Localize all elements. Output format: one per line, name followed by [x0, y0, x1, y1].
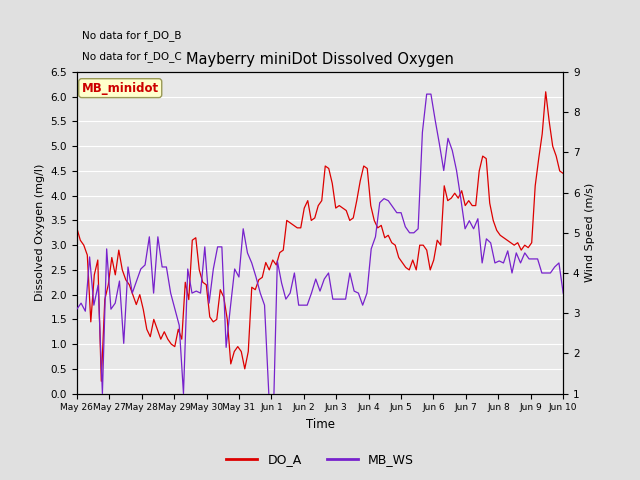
Text: No data for f_DO_B: No data for f_DO_B: [82, 30, 181, 41]
Text: No data for f_DO_C: No data for f_DO_C: [82, 51, 181, 62]
X-axis label: Time: Time: [305, 418, 335, 431]
Title: Mayberry miniDot Dissolved Oxygen: Mayberry miniDot Dissolved Oxygen: [186, 52, 454, 67]
Y-axis label: Dissolved Oxygen (mg/l): Dissolved Oxygen (mg/l): [35, 164, 45, 301]
Legend: DO_A, MB_WS: DO_A, MB_WS: [221, 448, 419, 471]
Text: MB_minidot: MB_minidot: [82, 82, 159, 95]
Y-axis label: Wind Speed (m/s): Wind Speed (m/s): [585, 183, 595, 282]
